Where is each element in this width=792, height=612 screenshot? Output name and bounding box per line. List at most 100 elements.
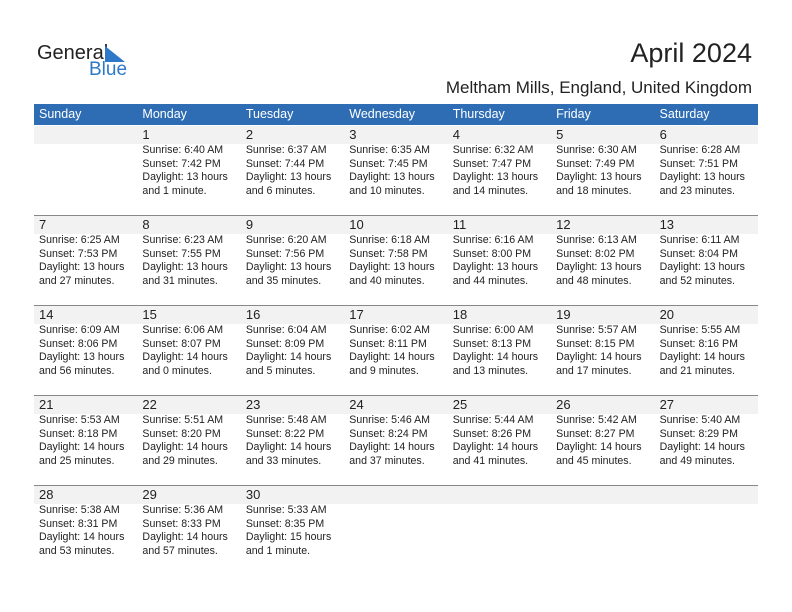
- logo-general: General: [37, 42, 109, 64]
- sunset: Sunset: 8:13 PM: [452, 337, 532, 350]
- day-cell: 22 Sunrise: 5:51 AM Sunset: 8:20 PM Dayligh…: [137, 396, 240, 486]
- weekday-sunday: Sunday: [39, 107, 82, 121]
- day-number: 11: [452, 217, 467, 232]
- sunrise: Sunrise: 6:20 AM: [245, 234, 327, 246]
- daylight: Daylight: 13 hours: [142, 261, 228, 273]
- day-number: 14: [39, 307, 54, 322]
- day-cell: 3 Sunrise: 6:35 AM Sunset: 7:45 PM Daylight…: [344, 126, 447, 216]
- day-cell: 15 Sunrise: 6:06 AM Sunset: 8:07 PM Dayligh…: [137, 306, 240, 396]
- weekday-friday: Friday: [556, 107, 591, 121]
- sunset: Sunset: 8:31 PM: [39, 517, 118, 530]
- daylight-minutes: and 35 minutes.: [245, 274, 322, 287]
- day-cell: 2 Sunrise: 6:37 AM Sunset: 7:44 PM Daylight…: [241, 126, 344, 216]
- daylight-minutes: and 48 minutes.: [556, 274, 632, 287]
- day-number: 3: [349, 127, 357, 142]
- day-number: 23: [245, 397, 261, 412]
- sunset: Sunset: 8:07 PM: [142, 337, 221, 350]
- day-number: 22: [142, 397, 157, 412]
- sunrise: Sunrise: 5:55 AM: [659, 324, 741, 336]
- day-cell: 10 Sunrise: 6:18 AM Sunset: 7:58 PM Dayligh…: [344, 216, 447, 306]
- sunrise: Sunrise: 6:40 AM: [142, 144, 224, 156]
- sunrise: Sunrise: 6:25 AM: [39, 234, 120, 246]
- sunset: Sunset: 8:29 PM: [659, 427, 738, 440]
- daylight: Daylight: 14 hours: [245, 441, 332, 453]
- sunset: Sunset: 8:24 PM: [349, 427, 428, 440]
- daylight-minutes: and 10 minutes.: [349, 184, 425, 197]
- sunrise: Sunrise: 6:18 AM: [349, 234, 430, 246]
- daylight-minutes: and 45 minutes.: [556, 454, 632, 467]
- day-cell: 25 Sunrise: 5:44 AM Sunset: 8:26 PM Dayligh…: [448, 396, 551, 486]
- sunrise: Sunrise: 6:32 AM: [452, 144, 534, 156]
- daylight-minutes: and 44 minutes.: [452, 274, 529, 287]
- daylight: Daylight: 14 hours: [556, 351, 642, 363]
- weekday-saturday: Saturday: [659, 107, 710, 121]
- day-number: 7: [39, 217, 47, 232]
- daylight: Daylight: 13 hours: [349, 261, 435, 273]
- day-number: 10: [349, 217, 364, 232]
- daylight-minutes: and 9 minutes.: [349, 364, 419, 377]
- day-cell: 20 Sunrise: 5:55 AM Sunset: 8:16 PM Dayligh…: [655, 306, 758, 396]
- sunrise: Sunrise: 5:51 AM: [142, 414, 224, 426]
- daylight: Daylight: 13 hours: [452, 171, 539, 183]
- sunrise: Sunrise: 5:57 AM: [556, 324, 637, 336]
- day-number: 5: [556, 127, 564, 142]
- sunset: Sunset: 7:45 PM: [349, 157, 428, 170]
- day-number: 4: [452, 127, 460, 142]
- day-number-row: [34, 396, 758, 414]
- daylight-minutes: and 25 minutes.: [39, 454, 115, 467]
- sunset: Sunset: 8:27 PM: [556, 427, 635, 440]
- sunset: Sunset: 8:15 PM: [556, 337, 635, 350]
- daylight: Daylight: 14 hours: [452, 441, 539, 453]
- daylight: Daylight: 13 hours: [349, 171, 435, 183]
- sunrise: Sunrise: 6:16 AM: [452, 234, 534, 246]
- day-cell: 28 Sunrise: 5:38 AM Sunset: 8:31 PM Dayligh…: [34, 486, 137, 576]
- sunset: Sunset: 7:55 PM: [142, 247, 221, 260]
- day-cell: 29 Sunrise: 5:36 AM Sunset: 8:33 PM Dayligh…: [137, 486, 240, 576]
- sunset: Sunset: 7:58 PM: [349, 247, 428, 260]
- daylight: Daylight: 14 hours: [39, 531, 125, 543]
- daylight: Daylight: 14 hours: [659, 351, 745, 363]
- sunset: Sunset: 7:53 PM: [39, 247, 118, 260]
- day-number: 2: [245, 127, 254, 142]
- sunrise: Sunrise: 6:02 AM: [349, 324, 430, 336]
- daylight-minutes: and 14 minutes.: [452, 184, 529, 197]
- day-number: 19: [556, 307, 571, 322]
- day-cell: 27 Sunrise: 5:40 AM Sunset: 8:29 PM Dayligh…: [655, 396, 758, 486]
- daylight: Daylight: 13 hours: [659, 261, 745, 273]
- daylight: Daylight: 13 hours: [556, 171, 642, 183]
- day-cell: 9 Sunrise: 6:20 AM Sunset: 7:56 PM Daylight…: [241, 216, 344, 306]
- day-cell: 21 Sunrise: 5:53 AM Sunset: 8:18 PM Dayligh…: [34, 396, 137, 486]
- day-cell: 12 Sunrise: 6:13 AM Sunset: 8:02 PM Dayligh…: [551, 216, 654, 306]
- sunset: Sunset: 8:18 PM: [39, 427, 118, 440]
- weekday-wednesday: Wednesday: [349, 107, 416, 121]
- sunset: Sunset: 7:49 PM: [556, 157, 635, 170]
- sunset: Sunset: 7:56 PM: [245, 247, 325, 260]
- daylight: Daylight: 14 hours: [556, 441, 642, 453]
- day-cell: 5 Sunrise: 6:30 AM Sunset: 7:49 PM Daylight…: [551, 126, 654, 216]
- daylight-minutes: and 40 minutes.: [349, 274, 425, 287]
- daylight-minutes: and 13 minutes.: [452, 364, 529, 377]
- day-cell: 4 Sunrise: 6:32 AM Sunset: 7:47 PM Daylight…: [448, 126, 551, 216]
- day-cell: 16 Sunrise: 6:04 AM Sunset: 8:09 PM Dayligh…: [241, 306, 344, 396]
- day-cell: 8 Sunrise: 6:23 AM Sunset: 7:55 PM Daylight…: [137, 216, 240, 306]
- weekday-monday: Monday: [142, 107, 187, 121]
- sunset: Sunset: 7:44 PM: [245, 157, 325, 170]
- day-cell: 18 Sunrise: 6:00 AM Sunset: 8:13 PM Dayligh…: [448, 306, 551, 396]
- daylight: Daylight: 13 hours: [245, 261, 332, 273]
- daylight-minutes: and 21 minutes.: [659, 364, 735, 377]
- day-number: 25: [452, 397, 468, 412]
- daylight-minutes: and 41 minutes.: [452, 454, 529, 467]
- sunrise: Sunrise: 5:48 AM: [245, 414, 327, 426]
- sunrise: Sunrise: 6:30 AM: [556, 144, 637, 156]
- sunset: Sunset: 8:06 PM: [39, 337, 118, 350]
- logo: General Blue: [37, 42, 137, 82]
- sunset: Sunset: 7:42 PM: [142, 157, 221, 170]
- day-number: 17: [349, 307, 364, 322]
- daylight: Daylight: 14 hours: [659, 441, 745, 453]
- sunset: Sunset: 8:09 PM: [245, 337, 325, 350]
- daylight: Daylight: 13 hours: [142, 171, 228, 183]
- daylight-minutes: and 57 minutes.: [142, 544, 218, 557]
- day-number-row: [34, 306, 758, 324]
- day-number: 21: [39, 397, 54, 412]
- day-cell: 24 Sunrise: 5:46 AM Sunset: 8:24 PM Dayligh…: [344, 396, 447, 486]
